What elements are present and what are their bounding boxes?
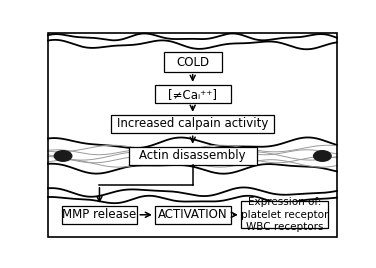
Text: [≠Caᵢ⁺⁺]: [≠Caᵢ⁺⁺] [168,88,217,100]
Bar [155,206,230,224]
Ellipse shape [53,150,73,162]
Text: MMP release: MMP release [62,208,136,221]
Bar [111,115,274,133]
Bar [129,147,257,165]
Ellipse shape [313,150,332,162]
Text: Actin disassembly: Actin disassembly [139,150,246,162]
Bar [155,85,230,103]
Text: Expression of:
platelet receptor
WBC receptors: Expression of: platelet receptor WBC rec… [241,198,328,232]
Text: COLD: COLD [176,55,209,69]
Bar [241,201,328,228]
Bar [62,206,137,224]
Text: Increased calpain activity: Increased calpain activity [117,117,268,131]
Text: ACTIVATION: ACTIVATION [158,208,227,221]
Bar [164,52,222,72]
